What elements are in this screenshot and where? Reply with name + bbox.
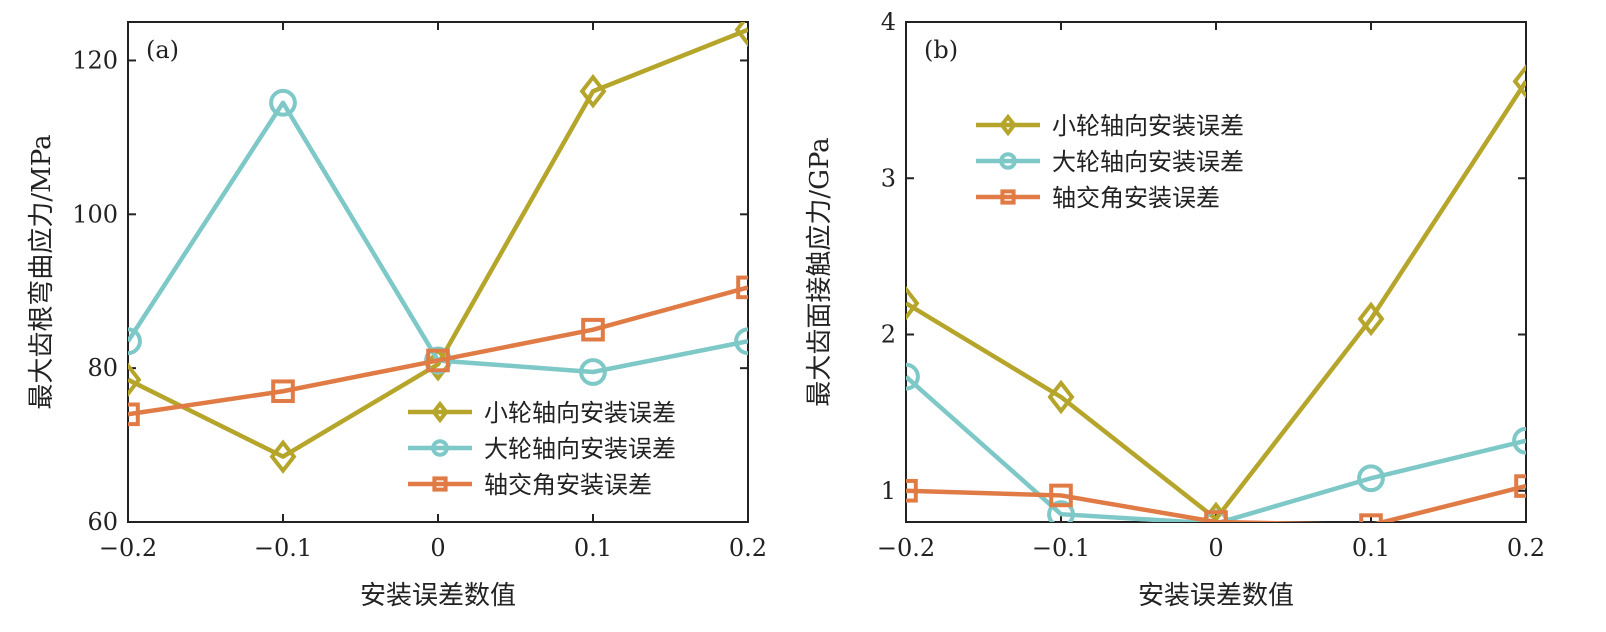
series-line-shaft (906, 483, 1526, 522)
data-point-small (1512, 64, 1526, 99)
x-tick-label: 0.2 (1507, 534, 1545, 562)
data-point-small (1047, 379, 1075, 415)
data-point-shaft (128, 402, 140, 427)
data-point-shaft (581, 317, 605, 342)
data-point-large (269, 88, 297, 117)
chart-panel-a: −0.2 −0.1 0 0.1 0.2 60 80 100 120 安装误差数值 最大齿根弯曲应力/… (27, 21, 767, 611)
legend-label-shaft: 轴交角安装误差 (1052, 184, 1220, 212)
data-point-large (1357, 464, 1385, 493)
data-point-small (579, 73, 607, 109)
series-large (906, 362, 1526, 522)
data-point-large (1047, 500, 1075, 522)
data-point-shaft (1514, 474, 1526, 498)
series-line-large (128, 100, 748, 375)
data-point-small (1357, 301, 1385, 337)
legend-marker-large (999, 152, 1017, 170)
data-point-large (424, 346, 452, 375)
series-line-small (906, 80, 1526, 522)
legend-label-large: 大轮轴向安装误差 (484, 435, 676, 463)
plot-area (906, 64, 1526, 522)
data-point-large (906, 362, 920, 391)
data-point-large (734, 327, 748, 356)
data-point-large (128, 327, 142, 356)
plot-area (128, 22, 748, 474)
x-tick-label: 0.1 (574, 534, 612, 562)
panel-label: (a) (146, 36, 179, 64)
legend-marker-shaft (432, 476, 448, 492)
data-point-small (269, 439, 297, 474)
data-point-shaft (906, 478, 918, 503)
y-tick-label: 3 (881, 164, 896, 192)
y-tick-label: 60 (87, 508, 118, 536)
y-tick-label: 1 (881, 477, 896, 505)
data-point-shaft (1204, 510, 1228, 522)
x-tick-label: 0.1 (1352, 534, 1390, 562)
data-point-large (579, 358, 607, 386)
y-tick-label: 4 (881, 8, 896, 36)
legend-label-small: 小轮轴向安装误差 (1052, 112, 1244, 140)
data-point-small (128, 362, 142, 397)
panel-label: (b) (924, 36, 958, 64)
x-tick-label: −0.1 (254, 534, 312, 562)
data-point-shaft (1359, 513, 1383, 522)
data-point-large (1512, 426, 1526, 455)
x-tick-label: 0 (1208, 534, 1223, 562)
x-tick-label: −0.1 (1032, 534, 1090, 562)
series-line-shaft (128, 285, 748, 417)
x-axis-title: 安装误差数值 (360, 581, 516, 611)
x-tick-label: −0.2 (877, 534, 935, 562)
x-axis-title: 安装误差数值 (1138, 581, 1294, 611)
series-large (128, 88, 748, 386)
y-tick-label: 120 (72, 46, 118, 74)
data-point-shaft (271, 379, 295, 404)
y-tick-label: 80 (87, 354, 118, 382)
x-tick-label: −0.2 (99, 534, 157, 562)
series-line-small (128, 27, 748, 459)
series-shaft (906, 474, 1526, 522)
x-tick-label: 0 (430, 534, 445, 562)
legend-marker-shaft (1000, 189, 1016, 205)
y-tick-label: 100 (72, 200, 118, 228)
series-line-large (906, 375, 1526, 522)
data-point-small (734, 22, 748, 47)
legend-label-small: 小轮轴向安装误差 (484, 399, 676, 427)
plot-frame (905, 21, 1527, 523)
legend-marker-large (431, 439, 449, 457)
x-tick-label: 0.2 (729, 534, 767, 562)
y-tick-label: 2 (881, 321, 896, 349)
data-point-shaft (1049, 483, 1073, 508)
y-axis-title: 最大齿根弯曲应力/MPa (27, 134, 57, 409)
legend-label-shaft: 轴交角安装误差 (484, 471, 652, 499)
data-point-shaft (426, 348, 450, 373)
legend-label-large: 大轮轴向安装误差 (1052, 148, 1244, 176)
data-point-shaft (736, 275, 748, 300)
data-point-small (906, 285, 920, 321)
y-axis-title: 最大齿面接触应力/GPa (805, 137, 835, 406)
legend-marker-small (999, 113, 1017, 137)
legend-marker-small (431, 400, 449, 424)
chart-panel-b: −0.2 −0.1 0 0.1 0.2 1 2 3 4 安装误差数值 最大齿面接触应力/GPa (b)… (805, 8, 1545, 611)
series-shaft (128, 275, 748, 427)
